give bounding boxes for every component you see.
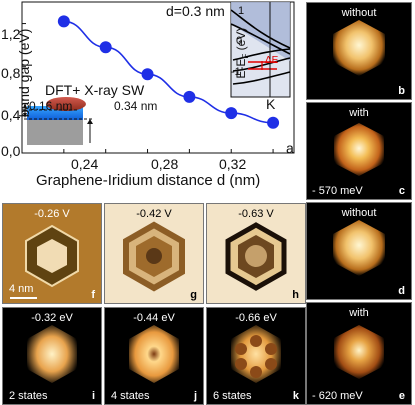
inset-k-label: K [266,96,276,112]
states-i-label: 2 states [9,390,48,402]
tick-label-x-3: 0,32 [219,156,247,172]
panel-c-label: c [398,185,405,197]
voltage-f-label: -0.26 V [34,208,70,220]
annotation-016: 0.16 nm [29,99,73,113]
axis-ticks [22,23,274,154]
panel-g-label: g [190,289,197,301]
with-label-top: with [349,107,369,119]
panel-i-label: i [91,390,95,402]
data-point-5 [225,107,238,120]
with-label-bottom: with [349,307,369,319]
tick-label-x-2: 0,28 [151,156,179,172]
states-j-label: 4 states [111,390,150,402]
panel-a-label: a [286,140,294,156]
substrate-gray [27,117,83,145]
data-point-1 [57,15,70,28]
method-annotation: DFT+ X-ray SW [45,82,145,98]
panel-h: -0.63 V h [206,203,306,304]
data-point-3 [141,68,154,81]
energy-j-label: -0.44 eV [133,312,175,324]
voltage-g-label: -0.42 V [136,208,172,220]
without-label-top: without [341,7,377,19]
states-k-label: 6 states [213,390,252,402]
inset-band-4 [232,57,291,72]
band-gap-chart-svg [21,1,295,154]
panel-b: without b [306,2,412,100]
voltage-h-label: -0.63 V [238,208,274,220]
panel-d: without d [306,202,412,300]
panel-c: with - 570 meV c [306,102,412,200]
panel-f-label: f [91,289,95,301]
panel-d-label: d [398,285,405,297]
panel-e: with - 620 meV e [306,302,412,405]
inset-ylabel: E-EF (eV) [233,27,251,79]
scale-bar [10,297,37,299]
data-point-4 [183,90,196,103]
band-gap-plot: band gap (eV) Graphene-Iridium distance … [0,0,295,195]
panel-f: -0.26 V 4 nm f [2,203,102,304]
energy-e-label: - 620 meV [312,390,363,402]
band-inset [230,1,291,98]
energy-c-label: - 570 meV [312,185,363,197]
inset-delta-label: ΔE [265,55,279,66]
energy-k-label: -0.66 eV [235,312,277,324]
energy-i-label: -0.32 eV [31,312,73,324]
panel-e-label: e [398,390,405,402]
panel-j: -0.44 eV 4 states j [104,307,204,405]
panel-k: -0.66 eV 6 states k [206,307,306,405]
panel-b-label: b [398,85,405,97]
inset-tick-bot: -1 [231,66,241,78]
arrow-016-head-top [23,103,27,108]
distance-annotation: d=0.3 nm [166,3,225,19]
xlabel-graphene-distance: Graphene-Iridium distance d (nm) [36,172,261,189]
inset-tick-top: 1 [238,5,245,17]
panel-h-label: h [292,289,299,301]
arrow-034-head [87,119,93,124]
graphene-molecule [46,97,86,111]
without-label-bottom: without [341,207,377,219]
inset-band-5 [232,71,291,85]
inset-tick-mid: 0 [236,35,243,47]
arrow-016-head-bottom [23,113,27,118]
data-point-6 [267,116,280,129]
panel-i: -0.32 eV 2 states i [2,307,102,405]
tick-label-x-1: 0,24 [71,156,99,172]
data-series [57,15,280,129]
scale-f-label: 4 nm [9,283,34,295]
inset-band-1 [230,9,291,49]
panel-g: -0.42 V g [104,203,204,304]
tick-label-y-1: 0,0 [1,143,21,159]
tick-label-y-2: 0,4 [1,107,21,123]
data-point-2 [99,41,112,54]
tick-label-y-4: 1,2 [1,26,21,42]
inset-band-3 [232,48,291,61]
tick-label-y-3: 0,8 [1,65,21,81]
panel-j-label: j [193,390,197,402]
annotation-034: 0.34 nm [114,99,158,113]
panel-k-label: k [292,390,299,402]
